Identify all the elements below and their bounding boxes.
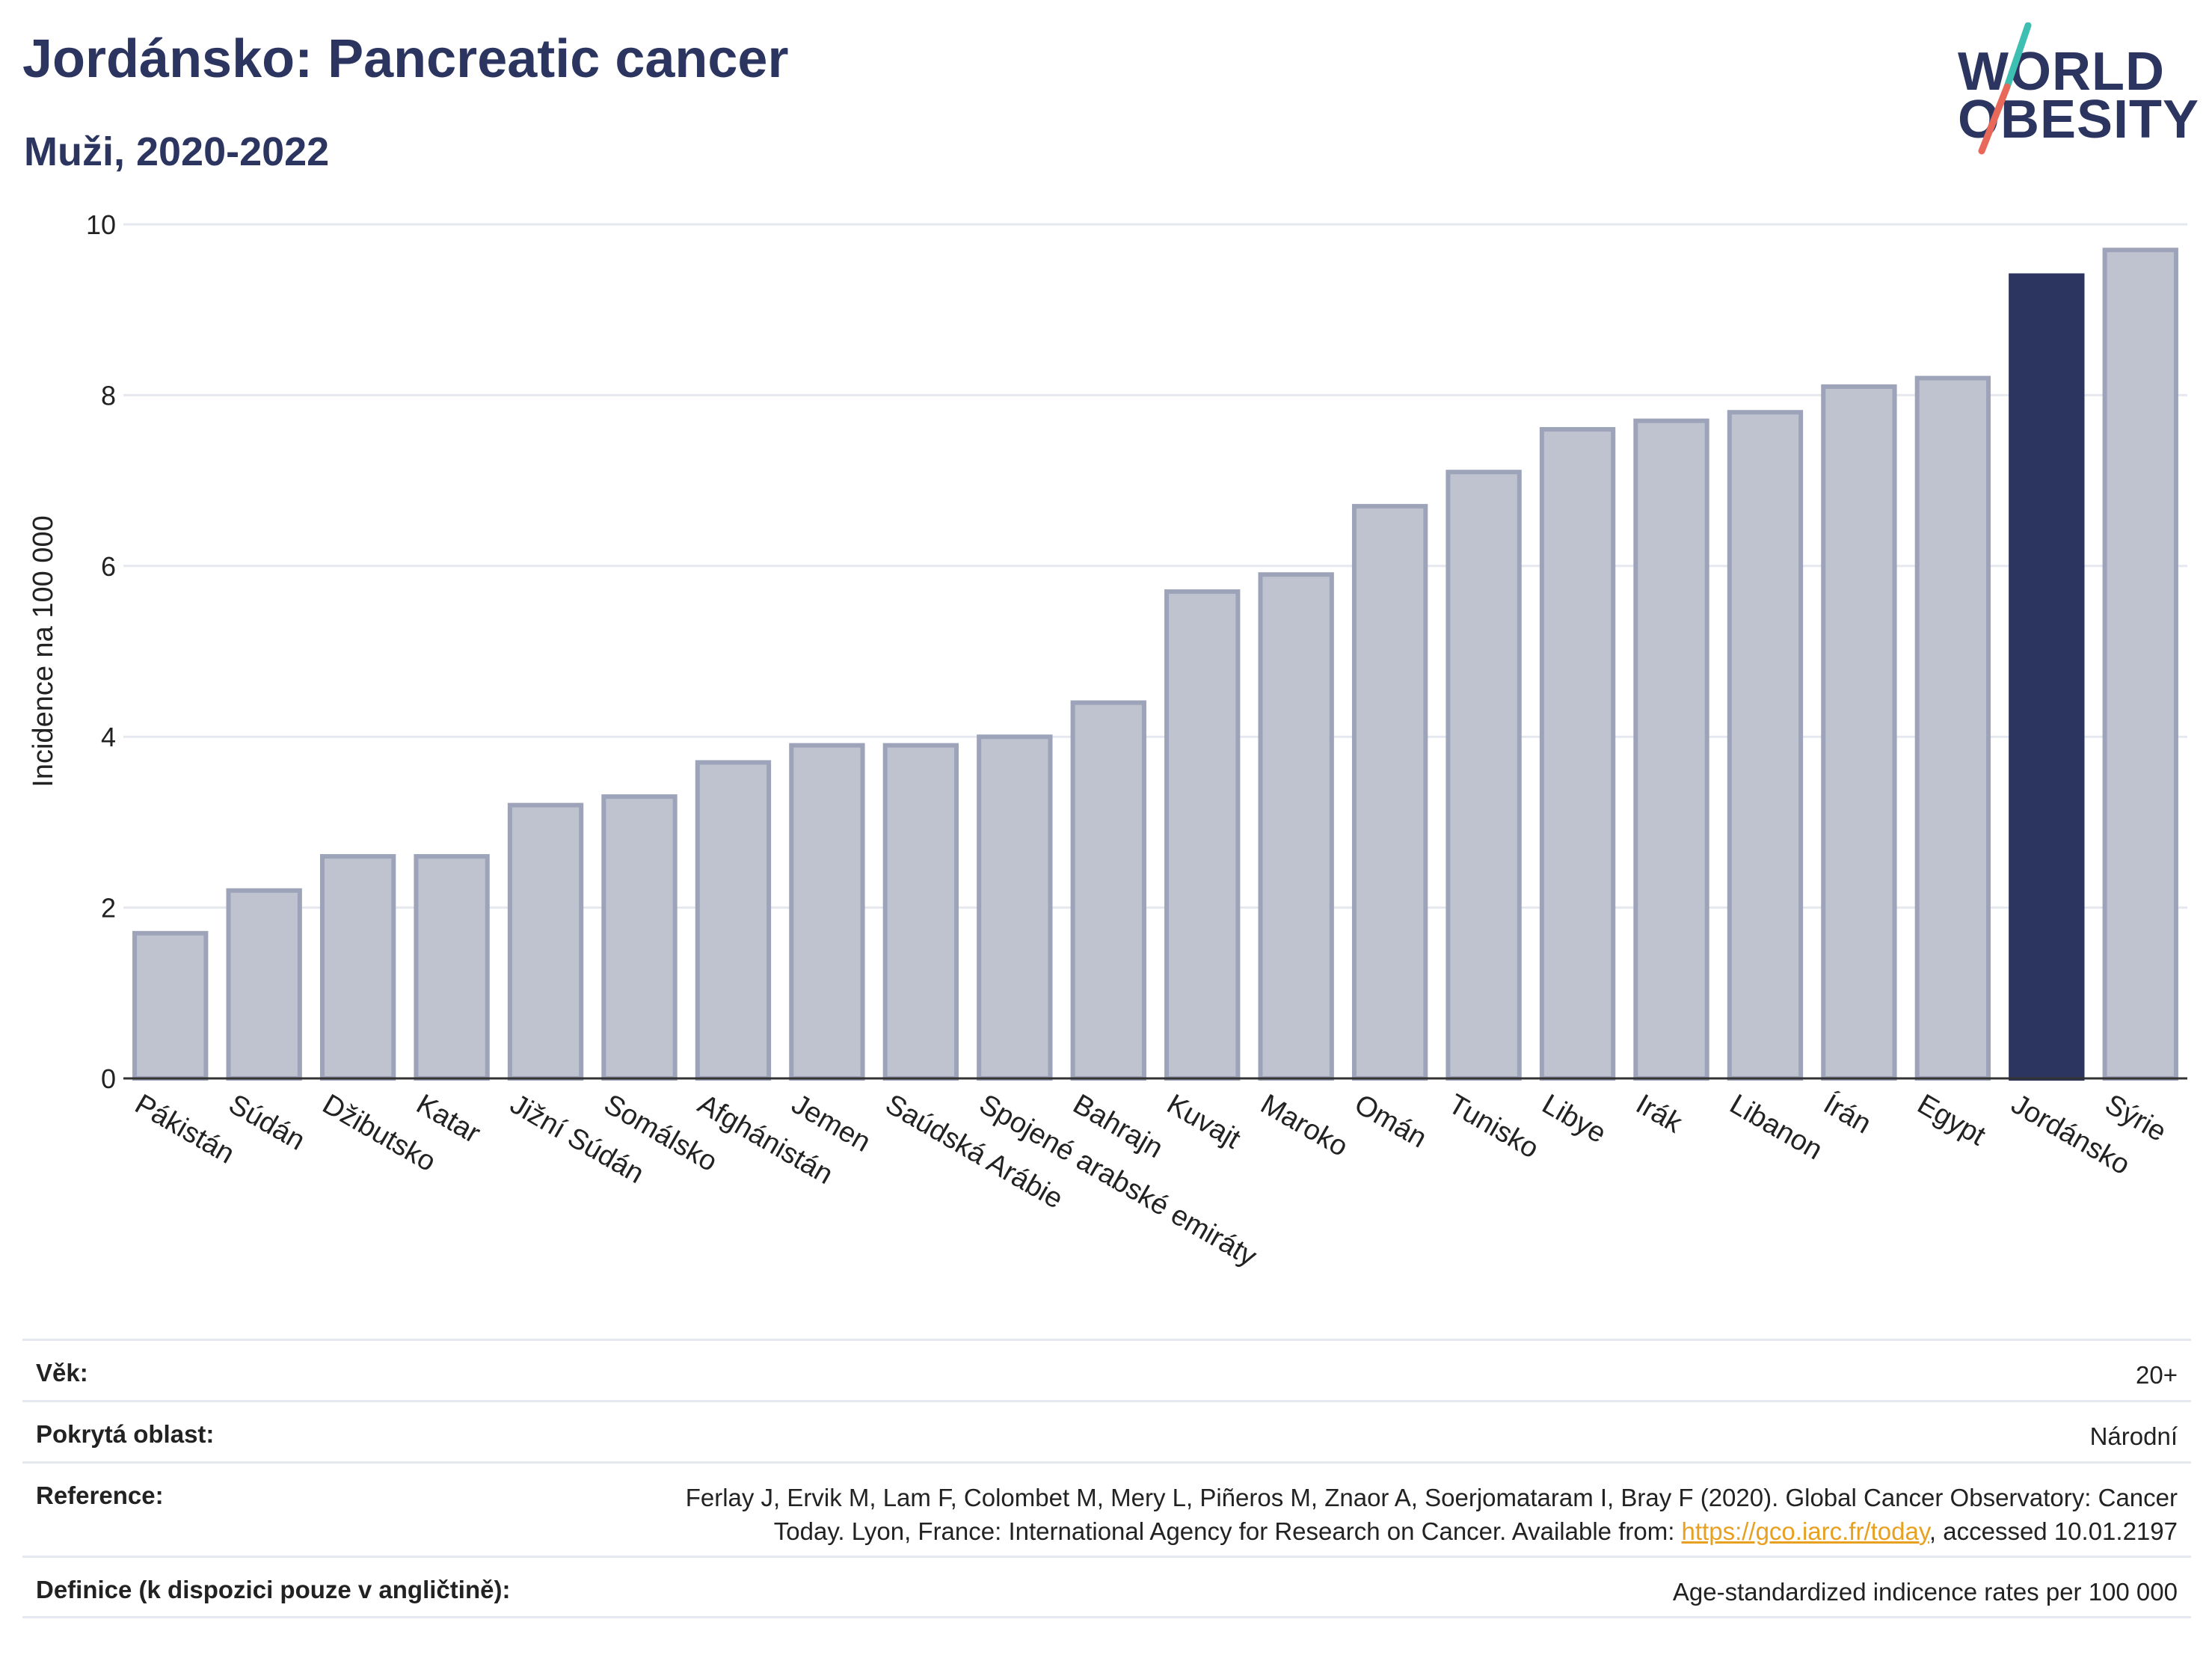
logo-slash-icon: [1978, 22, 2032, 155]
y-tick-label: 2: [101, 893, 116, 924]
info-table: Věk: 20+ Pokrytá oblast: Národní Referen…: [22, 1339, 2191, 1618]
x-tick-label: Pákistán: [129, 1088, 239, 1170]
x-tick-label: Egypt: [1912, 1088, 1991, 1152]
coverage-label: Pokrytá oblast:: [36, 1420, 215, 1448]
x-tick-label: Omán: [1349, 1088, 1432, 1154]
bar-9: [977, 734, 1053, 1081]
bar-0: [132, 930, 209, 1081]
bar-19: [1914, 375, 1991, 1081]
reference-link[interactable]: https://gco.iarc.fr/today: [1681, 1517, 1929, 1545]
y-tick-label: 8: [101, 380, 116, 411]
info-row-reference: Reference: Ferlay J, Ervik M, Lam F, Col…: [22, 1461, 2191, 1556]
y-tick-label: 10: [86, 209, 116, 240]
bar-21: [2102, 248, 2178, 1081]
definition-value: Age-standardized indicence rates per 100…: [1672, 1578, 2178, 1606]
bar-7: [789, 743, 865, 1081]
bar-11: [1164, 589, 1241, 1081]
definition-label: Definice (k dispozici pouze v angličtině…: [36, 1576, 511, 1603]
info-row-coverage: Pokrytá oblast: Národní: [22, 1400, 2191, 1461]
x-tick-label: Írán: [1818, 1088, 1876, 1140]
reference-line-2-pre: Today. Lyon, France: International Agenc…: [773, 1517, 1682, 1545]
bar-12: [1258, 572, 1334, 1081]
bar-13: [1351, 503, 1428, 1081]
bar-3: [414, 854, 490, 1081]
bar-15: [1539, 427, 1616, 1081]
info-row-definition: Definice (k dispozici pouze v angličtině…: [22, 1556, 2191, 1618]
reference-label: Reference:: [36, 1481, 164, 1509]
page-title: Jordánsko: Pancreatic cancer: [22, 29, 789, 89]
bar-17: [1727, 410, 1804, 1081]
y-tick-label: 6: [101, 551, 116, 582]
y-axis-label: Incidence na 100 000: [28, 515, 59, 787]
x-tick-label: Irák: [1631, 1088, 1689, 1140]
bar-18: [1821, 384, 1897, 1081]
logo-line-1: WORLD: [1958, 42, 2165, 102]
age-value: 20+: [2136, 1361, 2178, 1389]
y-tick-label: 0: [101, 1063, 116, 1094]
coverage-value: Národní: [2089, 1422, 2178, 1450]
x-tick-label: Libye: [1537, 1088, 1612, 1149]
reference-line-1: Ferlay J, Ervik M, Lam F, Colombet M, Me…: [685, 1484, 2178, 1511]
bar-8: [882, 743, 959, 1081]
bar-14: [1446, 470, 1522, 1081]
reference-value: Ferlay J, Ervik M, Lam F, Colombet M, Me…: [686, 1481, 2178, 1548]
y-tick-label: 4: [101, 722, 116, 752]
age-label: Věk:: [36, 1359, 88, 1387]
world-obesity-logo: WORLD OBESITY: [1944, 22, 2199, 157]
info-row-age: Věk: 20+: [22, 1339, 2191, 1400]
bar-16: [1633, 418, 1709, 1081]
bar-6: [695, 760, 772, 1081]
bar-4: [507, 802, 584, 1081]
x-tick-label: Kuvajt: [1161, 1088, 1246, 1155]
bar-20: [2009, 273, 2085, 1081]
x-tick-label: Libanon: [1724, 1088, 1828, 1166]
bar-5: [601, 794, 678, 1081]
x-tick-label: Tunisko: [1443, 1088, 1544, 1164]
bar-10: [1070, 700, 1146, 1081]
page-subtitle: Muži, 2020-2022: [24, 129, 330, 174]
x-tick-label: Maroko: [1256, 1088, 1354, 1163]
bar-1: [226, 888, 302, 1081]
bar-2: [319, 854, 396, 1081]
reference-line-2-post: , accessed 10.01.2197: [1929, 1517, 2178, 1545]
